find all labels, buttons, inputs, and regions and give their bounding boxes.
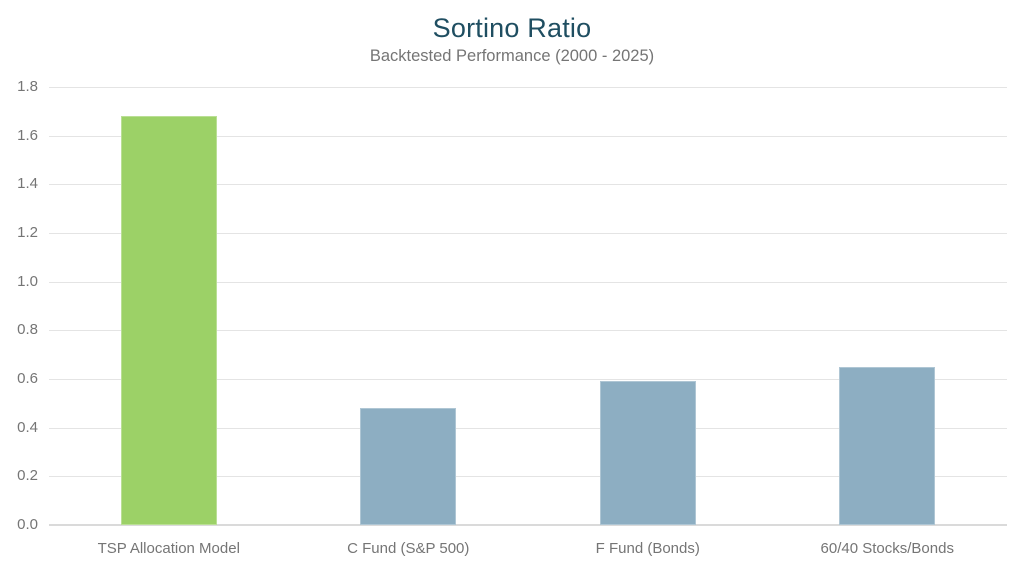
gridline [49, 135, 1007, 137]
y-axis-tick-label: 0.0 [17, 516, 38, 533]
bar-60-40-stocks-bonds[interactable] [839, 366, 936, 525]
chart-title: Sortino Ratio [432, 13, 592, 43]
y-axis-tick-label: 1.8 [17, 78, 38, 95]
y-axis-tick-label: 0.8 [17, 321, 38, 339]
gridline [49, 476, 1007, 478]
gridline [49, 184, 1007, 186]
gridline [49, 330, 1007, 332]
gridline [49, 87, 1007, 88]
x-axis-category-label: C Fund (S&P 500) [347, 540, 470, 557]
bar-f-fund-bonds[interactable] [599, 381, 696, 525]
y-axis-tick-label: 1.0 [17, 272, 38, 290]
y-axis-tick-label: 1.6 [17, 126, 38, 144]
y-axis-tick-label: 0.6 [17, 370, 38, 387]
gridline [49, 379, 1007, 380]
bar-tsp-allocation-model[interactable] [120, 116, 217, 525]
x-axis-baseline [49, 524, 1007, 526]
gridline [49, 233, 1007, 234]
x-axis-category-label: F Fund (Bonds) [595, 540, 700, 557]
y-axis-tick-label: 1.2 [17, 224, 38, 241]
y-axis-tick-label: 1.4 [17, 175, 38, 193]
y-axis-tick-label: 0.2 [17, 467, 38, 485]
x-axis-category-label: 60/40 Stocks/Bonds [820, 540, 954, 557]
y-axis-tick-label: 0.4 [17, 418, 38, 436]
gridline [49, 281, 1007, 283]
gridline [49, 427, 1007, 429]
chart-subtitle: Backtested Performance (2000 - 2025) [369, 47, 655, 65]
bar-c-fund-s-p-500[interactable] [360, 408, 457, 525]
x-axis-category-label: TSP Allocation Model [97, 540, 240, 557]
